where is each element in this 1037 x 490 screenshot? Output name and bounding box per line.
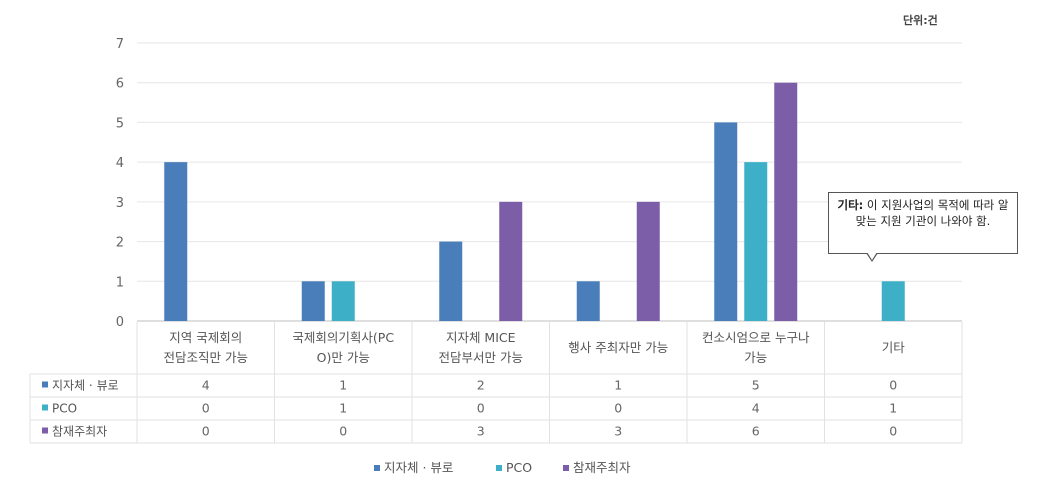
legend-swatch	[563, 465, 569, 471]
y-tick-label: 5	[116, 116, 124, 131]
y-tick-label: 7	[116, 37, 124, 52]
legend-label: 참재주최자	[573, 460, 631, 475]
callout-text: 이 지원사업의 목적에 따라 알맞는 지원 기관이 나와야 함.	[855, 198, 1009, 228]
category-label: 가능	[744, 350, 767, 365]
legend-swatch	[374, 465, 380, 471]
bar	[499, 201, 523, 321]
category-label: 기타	[882, 340, 906, 355]
series-row-label: PCO	[52, 402, 77, 416]
callout-tail	[866, 252, 878, 262]
data-value: 0	[339, 424, 347, 439]
category-label: 지자체 MICE	[446, 330, 516, 345]
bar	[576, 281, 600, 321]
data-value: 1	[339, 401, 347, 416]
y-tick-label: 0	[116, 315, 124, 330]
category-label: 전담부서만 가능	[439, 350, 523, 365]
y-tick-label: 2	[116, 236, 124, 251]
category-label: 국제회의기획사(PC	[292, 330, 394, 345]
data-value: 1	[339, 378, 347, 393]
data-value: 0	[614, 401, 622, 416]
data-value: 5	[752, 378, 760, 393]
series-row-label: 참재주최자	[52, 425, 107, 439]
y-tick-label: 3	[116, 196, 124, 211]
data-value: 6	[752, 424, 760, 439]
category-label: 행사 주최자만 가능	[568, 340, 668, 355]
bar	[301, 281, 325, 321]
y-tick-label: 1	[116, 275, 124, 290]
annotation-callout: 기타: 이 지원사업의 목적에 따라 알맞는 지원 기관이 나와야 함.	[828, 192, 1018, 254]
bar	[439, 241, 463, 321]
callout-bold-label: 기타:	[837, 198, 864, 212]
data-value: 4	[202, 378, 210, 393]
bar	[636, 201, 660, 321]
bar	[714, 122, 738, 321]
y-tick-label: 6	[116, 77, 124, 92]
unit-label: 단위:건	[903, 14, 938, 27]
data-value: 1	[889, 401, 897, 416]
category-label: 전담조직만 가능	[164, 350, 248, 365]
bar	[744, 162, 768, 321]
legend-swatch	[496, 465, 502, 471]
data-value: 2	[477, 378, 485, 393]
category-label: 지역 국제회의	[169, 330, 242, 345]
bar	[164, 162, 188, 321]
data-value: 0	[202, 401, 210, 416]
bar	[331, 281, 355, 321]
legend-swatch	[42, 404, 48, 411]
data-value: 3	[477, 424, 485, 439]
data-value: 1	[614, 378, 622, 393]
bar	[774, 82, 798, 321]
data-value: 3	[614, 424, 622, 439]
data-value: 0	[202, 424, 210, 439]
data-value: 0	[889, 424, 897, 439]
y-tick-label: 4	[116, 156, 124, 171]
legend-swatch	[42, 381, 48, 388]
data-value: 0	[477, 401, 485, 416]
legend-swatch	[42, 427, 48, 434]
legend-label: 지자체 · 뷰로	[384, 460, 453, 475]
category-label: O)만 가능	[317, 350, 370, 365]
data-value: 0	[889, 378, 897, 393]
data-value: 4	[752, 401, 760, 416]
bar	[881, 281, 905, 321]
legend-label: PCO	[506, 460, 532, 475]
category-label: 컨소시엄으로 누구나	[702, 330, 810, 345]
series-row-label: 지자체 · 뷰로	[52, 379, 119, 393]
